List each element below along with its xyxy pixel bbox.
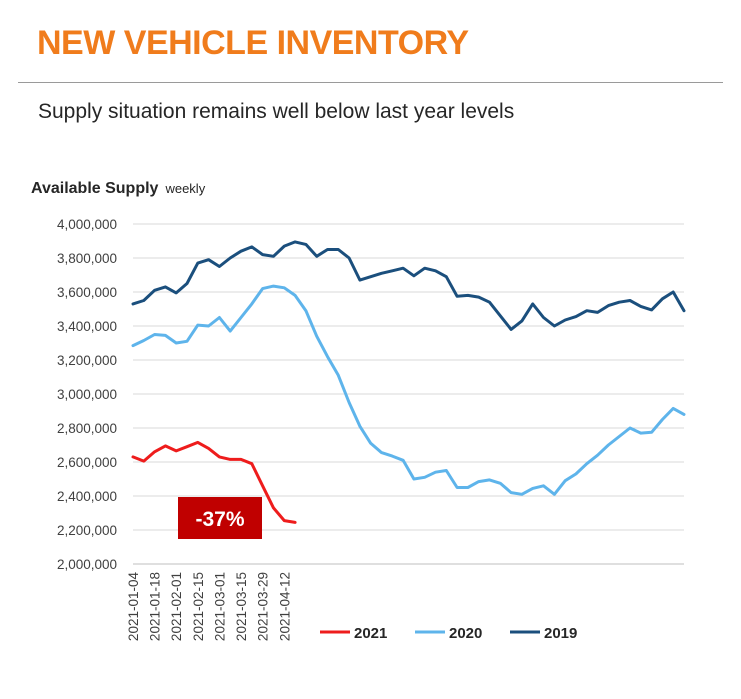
y-tick-label: 2,600,000	[57, 455, 117, 470]
title-divider	[18, 82, 723, 83]
legend: 2021 2020 2019	[320, 625, 577, 642]
x-tick-label: 2021-03-01	[212, 572, 227, 641]
page-title: NEW VEHICLE INVENTORY	[37, 24, 469, 62]
y-tick-label: 2,800,000	[57, 421, 117, 436]
callout-annotation: -37%	[178, 497, 262, 539]
y-tick-label: 3,000,000	[57, 387, 117, 402]
callout-label: -37%	[195, 508, 244, 531]
legend-label-2019: 2019	[544, 625, 577, 642]
x-tick-label: 2021-02-01	[169, 572, 184, 641]
callout-box	[178, 497, 262, 539]
chart-title-text: Available Supply	[31, 180, 159, 197]
x-axis: 2021-01-04 2021-01-18 2021-02-01 2021-02-15…	[126, 563, 684, 642]
x-tick-label: 2021-03-15	[234, 572, 249, 641]
series-lines	[131, 240, 686, 524]
legend-label-2021: 2021	[354, 625, 387, 642]
series-line-2021	[131, 440, 297, 524]
y-tick-label: 2,400,000	[57, 489, 117, 504]
chart-title: Available Supply weekly	[31, 180, 205, 198]
x-tick-label: 2021-03-29	[256, 572, 271, 641]
y-tick-label: 3,600,000	[57, 285, 117, 300]
series-line-2019	[131, 240, 686, 331]
gridlines	[133, 223, 684, 565]
x-tick-label: 2021-01-04	[126, 572, 141, 642]
y-tick-label: 3,800,000	[57, 251, 117, 266]
y-tick-label: 2,200,000	[57, 523, 117, 538]
legend-label-2020: 2020	[449, 625, 482, 642]
y-tick-label: 2,000,000	[57, 557, 117, 572]
y-axis: 2,000,000 2,200,000 2,400,000 2,600,000 2,80…	[57, 217, 117, 572]
y-tick-label: 3,200,000	[57, 353, 117, 368]
x-tick-label: 2021-01-18	[148, 572, 163, 641]
y-tick-label: 3,400,000	[57, 319, 117, 334]
x-tick-label: 2021-02-15	[191, 572, 206, 641]
series-line-2020	[131, 284, 686, 496]
x-tick-label: 2021-04-12	[277, 572, 292, 641]
chart-title-note: weekly	[165, 181, 206, 196]
page-subtitle: Supply situation remains well below last…	[38, 100, 515, 123]
y-tick-label: 4,000,000	[57, 217, 117, 232]
